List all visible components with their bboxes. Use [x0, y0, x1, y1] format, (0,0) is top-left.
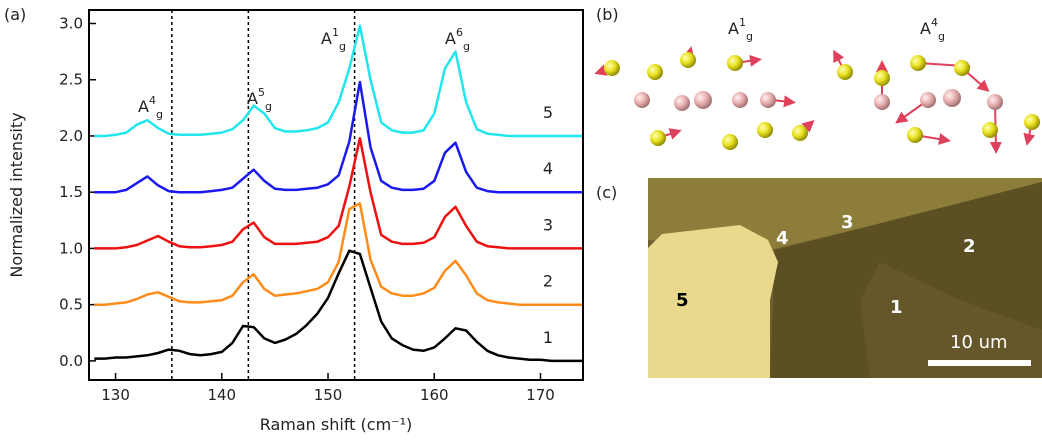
y-tick-label: 0.5 [59, 296, 83, 314]
region-label: 3 [841, 212, 854, 233]
mode-label: A4g [920, 16, 945, 43]
y-tick-label: 2.0 [59, 127, 83, 145]
plot-area: 130 140 150 160 170 0.0 0.5 1.0 1.5 2.0 2.5 3.0 1 2 3 4… [59, 9, 584, 404]
plot-frame [88, 9, 584, 381]
x-tick-label: 140 [207, 386, 236, 404]
series-line [94, 136, 583, 250]
panel-label: (a) [4, 5, 26, 24]
region-label: 1 [890, 297, 903, 318]
series-label: 1 [543, 328, 553, 347]
micrograph [648, 178, 1042, 378]
scale-bar-label: 10 um [950, 332, 1008, 353]
y-tick-label: 3.0 [59, 14, 83, 32]
x-tick-label: 160 [420, 386, 449, 404]
x-tick-label: 170 [526, 386, 555, 404]
atoms [604, 52, 1040, 150]
peak-labels: A4g A5g A1g A6g [138, 26, 470, 121]
series-label: 4 [543, 159, 553, 178]
mode-label: A1g [728, 16, 753, 43]
y-tick-label: 1.0 [59, 239, 83, 257]
y-tick-label: 1.5 [59, 183, 83, 201]
y-axis-label: Normalized intensity [7, 112, 26, 277]
series-label: 5 [543, 103, 553, 122]
panel-label: (c) [596, 183, 617, 202]
series-line [94, 202, 583, 306]
series-line [94, 24, 583, 138]
series-line [94, 249, 583, 363]
x-axis-label: Raman shift (cm⁻¹) [260, 415, 413, 434]
series-label: 2 [543, 272, 553, 291]
region-label: 2 [963, 236, 976, 257]
region-label: 4 [776, 228, 789, 249]
region-labels: 5 4 3 2 1 [676, 212, 976, 318]
series-label: 3 [543, 215, 553, 234]
y-tick-label: 2.5 [59, 71, 83, 89]
x-tick-label: 130 [101, 386, 130, 404]
x-tick-label: 150 [314, 386, 343, 404]
region-label: 5 [676, 290, 689, 311]
peak-label: A5g [247, 86, 272, 113]
series-line [94, 80, 583, 194]
y-tick-label: 0.0 [59, 352, 83, 370]
peak-label: A6g [445, 26, 470, 53]
panel-label: (b) [596, 5, 619, 24]
peak-label: A1g [321, 26, 346, 53]
peak-label: A4g [138, 94, 163, 121]
